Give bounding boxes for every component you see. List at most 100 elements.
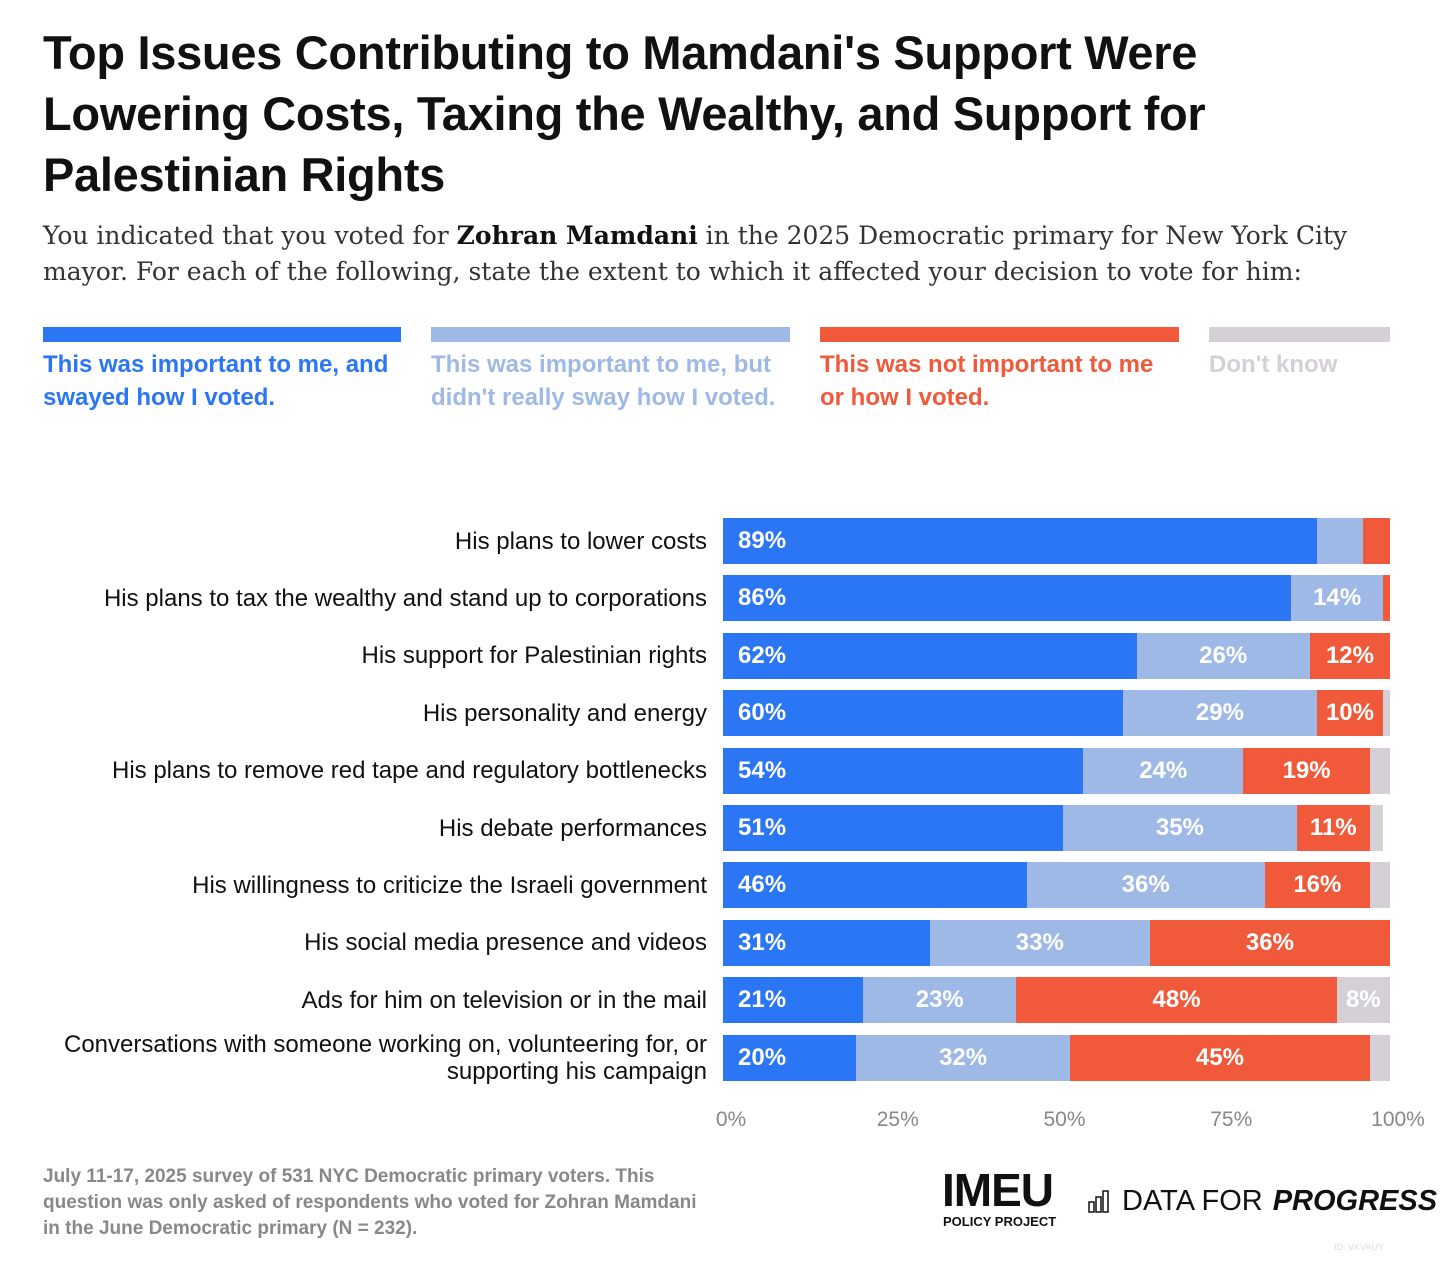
- imeu-logo: IMEU: [942, 1164, 1054, 1216]
- legend-label: Don't know: [1209, 351, 1338, 378]
- bar-segment: [1363, 518, 1390, 564]
- data-label: 46%: [738, 871, 787, 899]
- bar-segment: 16%: [1264, 862, 1371, 909]
- bar-segment: 36%: [1149, 919, 1390, 966]
- data-label: 10%: [1325, 699, 1374, 727]
- footnote: July 11-17, 2025 survey of 531 NYC Democ…: [43, 1166, 697, 1239]
- bar-segment: 29%: [1123, 690, 1317, 737]
- data-label: 8%: [1345, 986, 1381, 1014]
- watermark: ID: VKVAUY: [1334, 1242, 1384, 1252]
- legend-item: Don't know: [1209, 327, 1390, 381]
- bar-segment: 32%: [856, 1034, 1070, 1081]
- bar-segment: 46%: [723, 862, 1027, 909]
- bar-segment: 45%: [1069, 1034, 1370, 1081]
- logo-text-bold: PROGRESS: [1272, 1185, 1438, 1217]
- x-tick-label: 50%: [1043, 1108, 1086, 1131]
- data-label: 29%: [1195, 699, 1244, 727]
- subtitle-text: in the 2025 Democratic primary for New Y…: [43, 221, 1348, 286]
- bar-segment: 54%: [723, 747, 1084, 794]
- bar-segment: [1370, 862, 1390, 909]
- data-label: 89%: [738, 527, 787, 554]
- data-label: 23%: [915, 986, 964, 1014]
- bar-segment: 21%: [723, 977, 864, 1024]
- chart-subtitle: You indicated that you voted for Zohran …: [43, 218, 1383, 290]
- legend-item: This was not important to me or how I vo…: [820, 327, 1179, 414]
- bar-segment: [1316, 518, 1364, 564]
- bar-segment: 24%: [1083, 747, 1244, 794]
- data-label: 24%: [1139, 756, 1188, 784]
- data-label: 31%: [738, 928, 787, 956]
- bar-segment: 14%: [1290, 575, 1384, 622]
- legend-swatch: [43, 327, 401, 342]
- bar-segment: [1369, 805, 1384, 851]
- data-label: 35%: [1155, 814, 1204, 841]
- data-for-progress-logo: DATA FOR PROGRESS: [1088, 1184, 1437, 1218]
- chart-title: Top Issues Contributing to Mamdani's Sup…: [43, 26, 1206, 201]
- bar-segment: 23%: [863, 977, 1017, 1024]
- bar-segment: [1369, 747, 1390, 794]
- x-tick-label: 0%: [715, 1108, 747, 1131]
- logo-text: DATA FOR: [1122, 1185, 1263, 1217]
- legend-swatch: [820, 327, 1179, 342]
- bar-segment: [1383, 575, 1390, 622]
- category-label: His personality and energy: [422, 699, 707, 727]
- bar-chart-icon: [1088, 1190, 1109, 1213]
- data-label: 45%: [1195, 1043, 1244, 1071]
- imeu-logo-sub: POLICY PROJECT: [943, 1214, 1057, 1229]
- category-label: His support for Palestinian rights: [361, 642, 708, 670]
- category-label: Ads for him on television or in the mail: [301, 986, 707, 1014]
- bar-segment: 26%: [1136, 632, 1310, 679]
- bar-segment: 48%: [1016, 977, 1337, 1024]
- bar-segment: 12%: [1309, 632, 1390, 679]
- category-label: His plans to remove red tape and regulat…: [112, 757, 707, 785]
- category-label: His social media presence and videos: [304, 929, 707, 957]
- data-label: 48%: [1152, 986, 1201, 1014]
- category-label: His plans to lower costs: [454, 527, 707, 555]
- x-tick-label: 100%: [1371, 1108, 1425, 1131]
- data-label: 36%: [1121, 871, 1170, 899]
- bar-segment: [1383, 690, 1390, 737]
- data-label: 51%: [738, 814, 787, 841]
- data-label: 86%: [738, 584, 787, 612]
- data-label: 16%: [1293, 871, 1342, 899]
- bar-segment: 20%: [723, 1034, 857, 1081]
- bar-segment: 51%: [723, 805, 1064, 851]
- bar-segment: 60%: [723, 690, 1124, 737]
- data-label: 20%: [738, 1043, 787, 1071]
- x-tick-label: 25%: [876, 1108, 919, 1131]
- data-label: 62%: [738, 641, 787, 669]
- category-label: His willingness to criticize the Israeli…: [192, 871, 707, 899]
- bar-segment: 35%: [1063, 805, 1297, 851]
- legend-swatch: [431, 327, 790, 342]
- bar-segment: [1369, 1034, 1390, 1081]
- legend-item: This was important to me, and swayed how…: [43, 327, 401, 414]
- data-label: 60%: [738, 699, 787, 727]
- subtitle-text: You indicated that you voted for: [43, 221, 457, 250]
- bar-segment: 89%: [723, 518, 1317, 564]
- data-label: 33%: [1015, 928, 1064, 956]
- bar-segment: 11%: [1296, 805, 1370, 851]
- category-label: Conversations with someone working on, v…: [63, 1030, 707, 1085]
- bar-segment: 33%: [929, 919, 1150, 966]
- bar-segment: 10%: [1316, 690, 1384, 737]
- category-label: His debate performances: [438, 814, 707, 842]
- data-label: 19%: [1282, 756, 1331, 784]
- data-label: 54%: [738, 756, 787, 784]
- data-label: 21%: [738, 986, 787, 1014]
- legend-label: This was important to me, and swayed how…: [43, 351, 389, 411]
- data-label: 14%: [1313, 584, 1362, 612]
- subtitle-bold: Zohran Mamdani: [456, 221, 698, 250]
- bar-segment: 8%: [1336, 977, 1390, 1024]
- x-tick-label: 75%: [1210, 1108, 1253, 1131]
- legend-item: This was important to me, but didn't rea…: [431, 327, 790, 414]
- data-label: 12%: [1325, 641, 1374, 669]
- data-label: 36%: [1245, 928, 1294, 956]
- legend-label: This was important to me, but didn't rea…: [431, 351, 776, 411]
- data-label: 11%: [1309, 814, 1357, 841]
- legend-swatch: [1209, 327, 1390, 342]
- data-label: 32%: [939, 1043, 988, 1071]
- data-label: 26%: [1199, 641, 1248, 669]
- legend-label: This was not important to me or how I vo…: [820, 351, 1154, 411]
- bar-segment: 31%: [723, 919, 930, 966]
- bar-segment: 86%: [723, 575, 1291, 622]
